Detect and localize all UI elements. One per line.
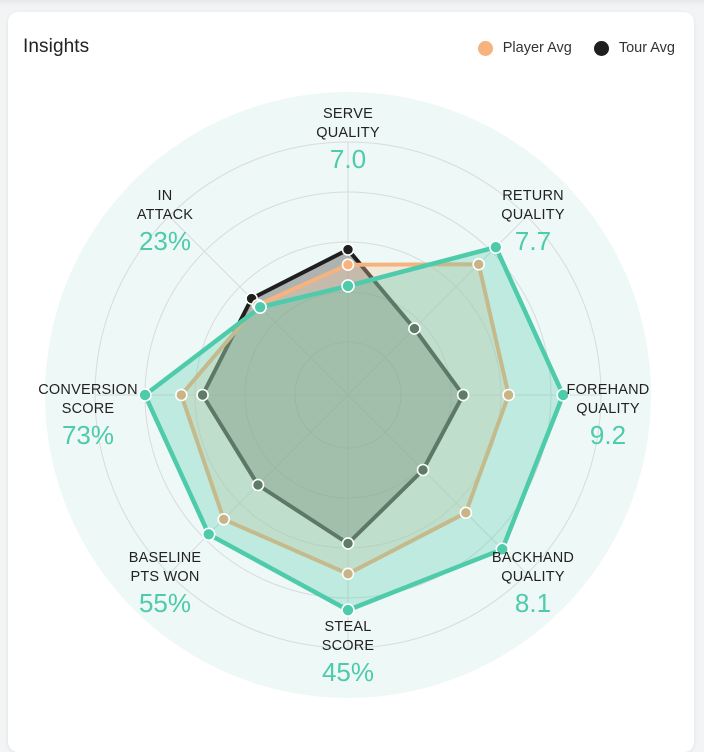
axis-label-4-line-2: QUALITY — [501, 569, 565, 585]
point-tour-avg-1 — [341, 243, 355, 256]
radar-chart: SERVE QUALITY 7.0 RETURN QUALITY 7.7 FOREHAND Q… — [38, 92, 651, 698]
point-player-avg-7 — [175, 388, 188, 402]
card-title: Insights — [23, 36, 90, 57]
point-player-2 — [489, 240, 503, 254]
point-player-avg-1 — [341, 258, 355, 272]
point-tour-avg-6 — [251, 478, 265, 492]
point-player-avg-5 — [341, 567, 355, 581]
axis-label-4-line-1: BACKHAND — [492, 550, 574, 566]
point-tour-avg-5 — [341, 537, 355, 550]
legend-label-player-avg: Player Avg — [502, 40, 572, 56]
point-player-1 — [341, 279, 355, 293]
point-player-avg-2 — [472, 258, 485, 271]
legend-dot-player-avg — [477, 40, 493, 56]
axis-label-6-line-2: PTS WON — [130, 569, 199, 585]
axis-label-3-line-2: QUALITY — [576, 401, 640, 417]
axis-label-8-line-1: IN — [158, 188, 173, 204]
point-player-8 — [253, 300, 267, 314]
axis-value-7: 73% — [62, 420, 114, 450]
axis-value-2: 7.7 — [515, 226, 551, 256]
legend-label-tour-avg: Tour Avg — [618, 40, 675, 56]
point-tour-avg-4 — [416, 463, 430, 477]
grid-spoke-4 — [347, 394, 528, 575]
axis-value-4: 8.1 — [515, 588, 551, 618]
legend-item-tour-avg[interactable]: Tour Avg — [593, 40, 675, 56]
axis-label-7-line-2: SCORE — [62, 401, 115, 417]
point-player-avg-6 — [217, 512, 231, 526]
axis-label-2-line-1: RETURN — [502, 188, 564, 204]
axis-value-6: 55% — [139, 588, 191, 618]
point-player-3 — [556, 388, 570, 402]
point-tour-avg-7 — [196, 388, 209, 402]
axis-label-8-line-2: ATTACK — [137, 207, 193, 223]
axis-label-6-line-1: BASELINE — [129, 550, 202, 566]
axis-label-1-line-1: SERVE — [323, 106, 373, 122]
point-player-6 — [201, 527, 216, 542]
point-player-avg-3 — [502, 388, 515, 402]
axis-value-5: 45% — [322, 657, 374, 687]
legend: Player Avg Tour Avg — [477, 40, 675, 56]
axis-label-1-line-2: QUALITY — [316, 125, 380, 141]
axis-label-5-line-2: SCORE — [322, 638, 375, 654]
legend-item-player-avg[interactable]: Player Avg — [477, 40, 572, 56]
point-player-4 — [495, 542, 510, 557]
top-shadow — [0, 0, 704, 6]
point-player-avg-4 — [459, 506, 473, 520]
axis-label-2-line-2: QUALITY — [501, 207, 565, 223]
point-player-5 — [341, 603, 355, 617]
point-player-7 — [138, 388, 152, 402]
axis-value-8: 23% — [139, 226, 191, 256]
axis-label-7-line-1: CONVERSION — [38, 382, 138, 398]
point-tour-avg-3 — [456, 388, 470, 402]
legend-dot-tour-avg — [593, 40, 609, 56]
axis-value-1: 7.0 — [330, 144, 366, 174]
axis-label-5-line-1: STEAL — [325, 619, 372, 635]
axis-value-3: 9.2 — [590, 420, 626, 450]
axis-label-3-line-1: FOREHAND — [567, 382, 650, 398]
point-tour-avg-2 — [408, 322, 421, 335]
